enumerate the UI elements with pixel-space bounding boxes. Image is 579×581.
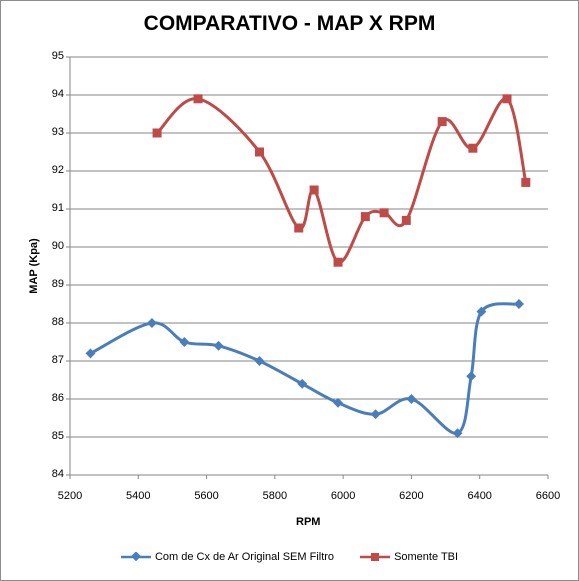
data-point-series-1	[514, 299, 524, 309]
legend-label-series-2: Somente TBI	[394, 551, 459, 563]
y-tick-label: 84	[51, 468, 64, 480]
data-point-series-1	[452, 428, 463, 439]
legend-item-series-2: Somente TBI	[360, 551, 458, 563]
y-tick-label: 93	[51, 126, 64, 138]
y-tick-label: 86	[51, 392, 64, 404]
x-tick-label: 6400	[467, 490, 492, 502]
y-tick-label: 85	[51, 430, 64, 442]
data-point-series-2	[254, 147, 264, 157]
data-point-series-2	[379, 208, 389, 218]
legend-item-series-1: Com de Cx de Ar Original SEM Filtro	[120, 551, 335, 563]
data-point-series-1	[476, 306, 487, 317]
legend: Com de Cx de Ar Original SEM Filtro Some…	[0, 551, 579, 563]
x-tick-label: 5200	[57, 490, 83, 502]
legend-label-series-1: Com de Cx de Ar Original SEM Filtro	[154, 551, 335, 563]
y-tick-label: 92	[51, 164, 64, 176]
data-point-series-1	[406, 394, 417, 404]
y-tick-label: 95	[51, 50, 64, 62]
data-point-series-1	[146, 318, 157, 328]
data-point-series-2	[360, 212, 370, 222]
data-point-series-2	[309, 185, 319, 195]
data-point-series-2	[333, 257, 343, 267]
y-tick-label: 90	[51, 240, 64, 252]
legend-marker-square-icon	[360, 553, 391, 561]
y-tick-label: 87	[51, 354, 64, 366]
x-tick-label: 5600	[194, 490, 219, 502]
data-point-series-1	[179, 337, 190, 347]
x-axis-label: RPM	[296, 516, 321, 528]
y-tick-label: 94	[51, 88, 64, 100]
y-tick-label: 91	[51, 202, 64, 214]
data-point-series-1	[254, 356, 265, 366]
data-point-series-2	[294, 223, 304, 233]
x-tick-label: 6200	[399, 490, 424, 502]
data-point-series-1	[297, 378, 308, 389]
x-tick-label: 6000	[330, 490, 356, 502]
legend-marker-diamond-icon	[120, 552, 151, 562]
data-point-series-2	[193, 94, 203, 104]
data-point-series-2	[401, 215, 411, 225]
data-point-series-1	[466, 371, 477, 382]
data-point-series-2	[502, 94, 512, 104]
y-tick-label: 89	[51, 278, 64, 290]
data-point-series-2	[521, 177, 531, 187]
data-point-series-2	[152, 128, 162, 138]
data-point-series-1	[370, 409, 381, 420]
x-tick-label: 5400	[126, 490, 151, 502]
data-point-series-1	[213, 340, 224, 351]
data-point-series-1	[333, 397, 343, 408]
x-tick-label: 6600	[535, 490, 561, 502]
x-tick-label: 5800	[262, 490, 288, 502]
y-tick-label: 88	[51, 316, 64, 328]
data-point-series-2	[437, 117, 447, 127]
data-point-series-2	[468, 143, 478, 153]
series-line-2	[155, 97, 528, 264]
chart-title: COMPARATIVO - MAP X RPM	[143, 12, 436, 35]
y-axis-label: MAP (Kpa)	[28, 238, 40, 294]
